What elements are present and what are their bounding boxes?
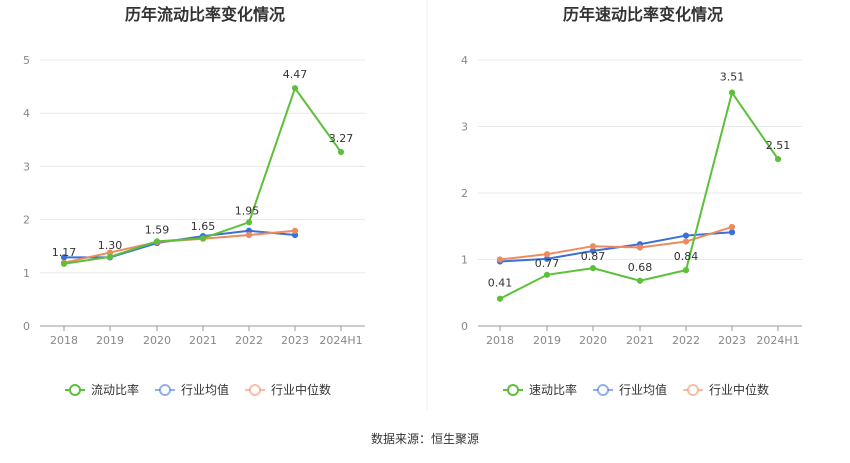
data-point-median bbox=[636, 244, 644, 251]
data-label: 1.17 bbox=[52, 246, 77, 259]
chart-title: 历年流动比率变化情况 bbox=[125, 5, 285, 24]
y-tick-label: 5 bbox=[23, 54, 30, 67]
data-label: 0.87 bbox=[581, 250, 606, 263]
current-ratio-chart: 历年流动比率变化情况 0 1 2 3 4 5 2018 2019 2020 2021 2022 2023… bbox=[23, 5, 365, 397]
data-point-company bbox=[543, 271, 551, 278]
data-label: 0.77 bbox=[535, 257, 560, 270]
x-tick-label: 2020 bbox=[143, 334, 171, 347]
y-tick-label: 4 bbox=[461, 54, 468, 67]
y-tick-label: 2 bbox=[23, 214, 30, 227]
data-point-company bbox=[682, 267, 690, 274]
data-label: 1.59 bbox=[145, 223, 170, 236]
data-point-company bbox=[153, 238, 161, 245]
legend-marker bbox=[249, 384, 261, 396]
legend-marker bbox=[159, 384, 171, 396]
data-point-company bbox=[636, 277, 644, 284]
data-point-median bbox=[291, 227, 299, 234]
y-tick-label: 1 bbox=[23, 267, 30, 280]
data-label: 1.95 bbox=[235, 204, 260, 217]
legend-marker bbox=[69, 384, 81, 396]
data-point-median bbox=[682, 238, 690, 245]
data-point-company bbox=[774, 155, 782, 163]
x-tick-label: 2023 bbox=[281, 334, 309, 347]
data-point-median bbox=[496, 256, 504, 263]
data-point-median bbox=[245, 231, 253, 239]
x-tick-label: 2021 bbox=[189, 334, 217, 347]
x-tick-label: 2019 bbox=[96, 334, 124, 347]
data-point-median bbox=[728, 223, 736, 231]
x-tick-label: 2024H1 bbox=[319, 334, 362, 347]
legend-label: 行业中位数 bbox=[709, 382, 769, 397]
data-point-median bbox=[543, 251, 551, 258]
legend-label: 行业均值 bbox=[181, 382, 229, 397]
legend-item-avg: 行业均值 bbox=[155, 382, 229, 397]
legend-marker bbox=[507, 384, 519, 396]
legend-marker bbox=[597, 384, 609, 396]
y-tick-label: 0 bbox=[23, 320, 30, 333]
data-label: 1.65 bbox=[191, 220, 216, 233]
x-tick-label: 2018 bbox=[486, 334, 514, 347]
x-tick-label: 2020 bbox=[579, 334, 607, 347]
legend-item-avg: 行业均值 bbox=[593, 382, 667, 397]
data-point-company bbox=[106, 253, 114, 260]
x-tick-label: 2023 bbox=[718, 334, 746, 347]
legend-item-median: 行业中位数 bbox=[683, 382, 769, 397]
legend-label: 行业中位数 bbox=[271, 382, 331, 397]
legend-item-company: 速动比率 bbox=[503, 382, 577, 397]
data-point-company bbox=[589, 265, 597, 272]
y-tick-label: 3 bbox=[23, 160, 30, 173]
data-point-company bbox=[245, 219, 253, 226]
legend-label: 流动比率 bbox=[91, 382, 139, 397]
data-label: 0.41 bbox=[488, 277, 513, 290]
data-point-median bbox=[589, 243, 597, 250]
data-label: 3.51 bbox=[720, 71, 745, 84]
y-tick-label: 4 bbox=[23, 107, 30, 120]
y-tick-label: 3 bbox=[461, 121, 468, 134]
data-point-company bbox=[199, 235, 207, 242]
data-point-company bbox=[496, 295, 504, 302]
x-tick-label: 2024H1 bbox=[756, 334, 799, 347]
data-point-company bbox=[60, 260, 68, 267]
data-point-company bbox=[291, 85, 299, 92]
data-label: 3.27 bbox=[329, 132, 354, 145]
y-tick-label: 2 bbox=[461, 187, 468, 200]
quick-ratio-chart: 历年速动比率变化情况 0 1 2 3 4 2018 2019 2020 2021 2022 2023 2… bbox=[461, 5, 802, 397]
chart-title: 历年速动比率变化情况 bbox=[563, 5, 723, 24]
data-point-company bbox=[728, 89, 736, 96]
x-tick-label: 2019 bbox=[533, 334, 561, 347]
x-tick-label: 2022 bbox=[672, 334, 700, 347]
legend-marker bbox=[687, 384, 699, 396]
data-point-company bbox=[337, 148, 345, 156]
data-label: 0.84 bbox=[674, 250, 699, 263]
data-source: 数据来源：恒生聚源 bbox=[371, 431, 479, 446]
data-label: 4.47 bbox=[283, 68, 308, 81]
legend-label: 行业均值 bbox=[619, 382, 667, 397]
x-tick-label: 2018 bbox=[50, 334, 78, 347]
data-label: 2.51 bbox=[766, 139, 791, 152]
data-point-avg bbox=[728, 229, 736, 236]
data-label: 1.30 bbox=[98, 239, 123, 252]
data-point-avg bbox=[682, 232, 690, 239]
data-label: 0.68 bbox=[628, 261, 653, 274]
y-tick-label: 0 bbox=[461, 320, 468, 333]
legend-label: 速动比率 bbox=[529, 382, 577, 397]
x-tick-label: 2022 bbox=[235, 334, 263, 347]
x-tick-label: 2021 bbox=[626, 334, 654, 347]
y-tick-label: 1 bbox=[461, 254, 468, 267]
legend-item-company: 流动比率 bbox=[65, 382, 139, 397]
legend-item-median: 行业中位数 bbox=[245, 382, 331, 397]
